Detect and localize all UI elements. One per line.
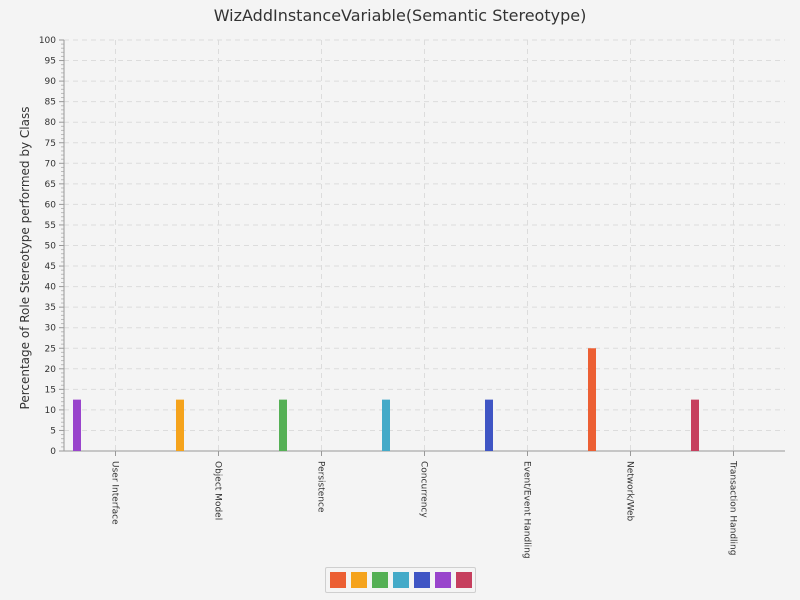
legend-swatch [329, 572, 346, 588]
y-tick-label: 10 [45, 406, 57, 416]
y-tick-label: 80 [45, 118, 57, 128]
y-tick-label: 60 [45, 200, 57, 210]
axes: 0 5 10 15 20 25 30 35 40 45 50 55 60 65 70 75 80 85 90 95 10… [39, 36, 785, 559]
x-tick-label: Transaction Handling [728, 460, 738, 555]
bars [73, 348, 699, 451]
bar [588, 348, 596, 451]
y-tick-label: 70 [45, 159, 57, 169]
y-tick-label: 0 [50, 447, 56, 457]
bar [279, 399, 287, 451]
y-tick-label: 95 [45, 57, 56, 67]
x-tick-label: Persistence [316, 461, 326, 513]
bar [485, 399, 493, 451]
legend-swatch [455, 572, 472, 588]
bar [691, 399, 699, 451]
y-tick-label: 55 [45, 221, 56, 231]
y-tick-label: 35 [45, 303, 56, 313]
y-tick-label: 90 [45, 77, 57, 87]
y-tick-label: 45 [45, 262, 56, 272]
x-tick-label: Network/Web [625, 461, 635, 522]
bar [382, 399, 390, 451]
y-tick-label: 40 [45, 283, 57, 293]
legend-swatch [392, 572, 409, 588]
y-tick-label: 50 [45, 242, 57, 252]
y-tick-label: 65 [45, 180, 56, 190]
x-tick-label: User Interface [110, 461, 120, 525]
chart-title: WizAddInstanceVariable(Semantic Stereoty… [213, 6, 587, 25]
legend [325, 567, 476, 593]
y-axis-title: Percentage of Role Stereotype performed … [18, 107, 32, 410]
legend-swatch [371, 572, 388, 588]
legend-swatch [413, 572, 430, 588]
x-tick-label: Object Model [213, 461, 223, 520]
y-tick-label: 75 [45, 139, 56, 149]
y-tick-label: 25 [45, 344, 56, 354]
bar [73, 399, 81, 451]
y-tick-label: 85 [45, 98, 56, 108]
y-tick-label: 5 [50, 426, 56, 436]
legend-swatch [350, 572, 367, 588]
y-tick-label: 20 [45, 365, 57, 375]
legend-swatch [434, 572, 451, 588]
y-tick-label: 15 [45, 385, 56, 395]
y-tick-label: 100 [39, 36, 56, 46]
y-tick-label: 30 [45, 324, 57, 334]
grid-lines [64, 39, 785, 451]
x-tick-label: Concurrency [419, 461, 429, 518]
bar [176, 399, 184, 451]
x-tick-label: Event/Event Handling [522, 461, 532, 559]
